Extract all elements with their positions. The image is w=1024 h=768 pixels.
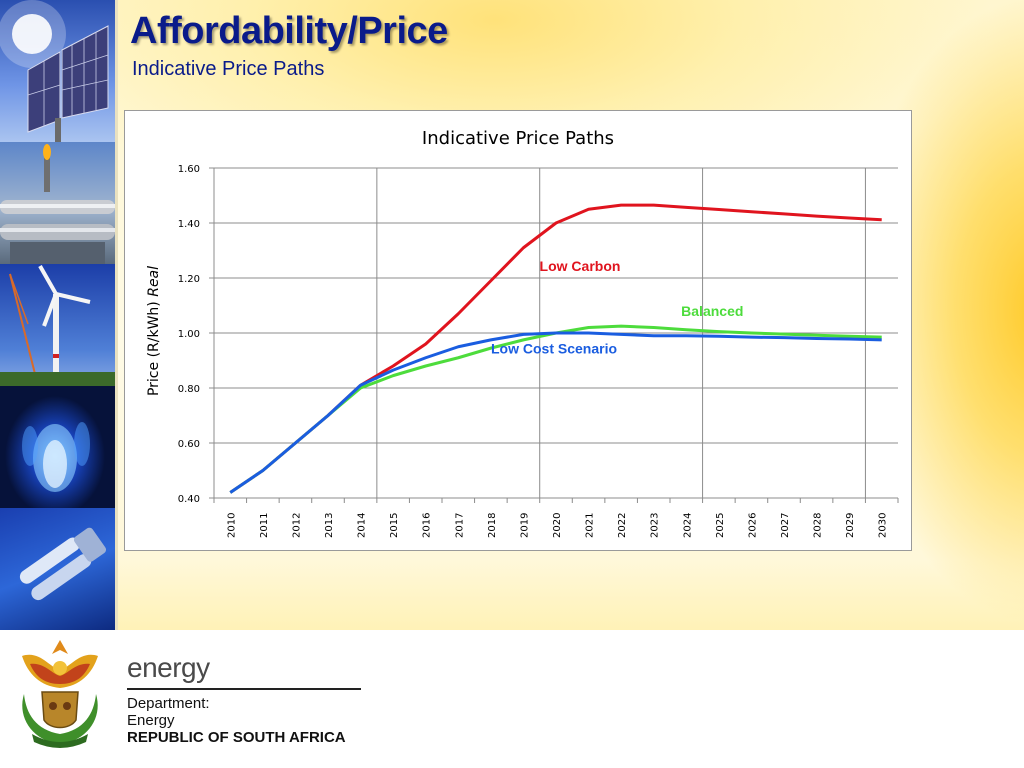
x-tick-label: 2030: [878, 513, 889, 538]
solar-panel-photo: [0, 0, 115, 142]
country-name: REPUBLIC OF SOUTH AFRICA: [127, 729, 346, 746]
x-tick-label: 2027: [780, 513, 791, 538]
strip-divider: [115, 0, 118, 630]
y-tick-label: 0.40: [178, 494, 200, 505]
x-tick-label: 2026: [747, 513, 758, 538]
x-tick-label: 2025: [715, 513, 726, 538]
department-line2: Energy: [127, 712, 175, 729]
gas-flame-photo: [0, 386, 115, 508]
x-tick-label: 2020: [552, 513, 563, 538]
series-lines: [229, 203, 882, 494]
x-tick-label: 2019: [519, 513, 530, 538]
series-labels: Low Carbon Balanced Low Cost Scenario: [491, 258, 743, 357]
series-label: Balanced: [681, 303, 743, 319]
y-tick-label: 1.40: [178, 219, 200, 230]
x-tick-label: 2023: [650, 513, 661, 538]
x-tick-label: 2017: [454, 513, 465, 538]
x-tick-label: 2016: [422, 513, 433, 538]
chart-container: Indicative Price Paths 0.40 0.60 0.80 1.00 1…: [124, 110, 912, 551]
x-tick-label: 2024: [682, 513, 693, 538]
x-tick-label: 2028: [813, 513, 824, 538]
slide-title: Affordability/Price: [130, 10, 448, 52]
x-tick-label: 2022: [617, 513, 628, 538]
series-line: [229, 331, 882, 494]
x-tick-label: 2011: [259, 513, 270, 538]
y-tick-label: 1.20: [178, 274, 200, 285]
footer: [0, 630, 1024, 768]
slide-subtitle: Indicative Price Paths: [132, 58, 325, 80]
x-tick-label: 2015: [389, 513, 400, 538]
x-tick-label: 2014: [357, 513, 368, 538]
photo-strip: [0, 0, 115, 630]
y-tick-label: 1.60: [178, 164, 200, 175]
x-tick-label: 2010: [226, 513, 237, 538]
footer-rule: [127, 688, 361, 690]
y-axis-label-italic: Real: [146, 266, 162, 297]
series-label: Low Cost Scenario: [491, 341, 617, 357]
x-tick-label: 2013: [324, 513, 335, 538]
x-tick-label: 2018: [487, 513, 498, 538]
y-tick-label: 0.80: [178, 384, 200, 395]
axes: 0.40 0.60 0.80 1.00 1.20 1.40 1.60 2010 2011 2012…: [178, 164, 899, 538]
background-lower-band: [115, 560, 1024, 630]
energy-bulb-photo: [0, 508, 115, 630]
y-tick-label: 1.00: [178, 329, 200, 340]
series-label: Low Carbon: [540, 258, 621, 274]
chart-title: Indicative Price Paths: [422, 128, 614, 149]
y-axis-label-main: Price (R/kWh): [146, 297, 162, 396]
x-tick-label: 2029: [845, 513, 856, 538]
department-line1: Department:: [127, 695, 210, 712]
x-tick-label: 2012: [291, 513, 302, 538]
pipeline-photo: [0, 142, 115, 264]
wind-turbine-photo: [0, 264, 115, 386]
brand-energy: energy: [127, 652, 210, 683]
x-tick-label: 2021: [585, 513, 596, 538]
coat-of-arms-logo: [22, 640, 98, 748]
y-tick-label: 0.60: [178, 439, 200, 450]
y-axis-label: Price (R/kWh) Real: [146, 266, 162, 396]
line-chart: Indicative Price Paths 0.40 0.60 0.80 1.00 1…: [146, 128, 899, 538]
